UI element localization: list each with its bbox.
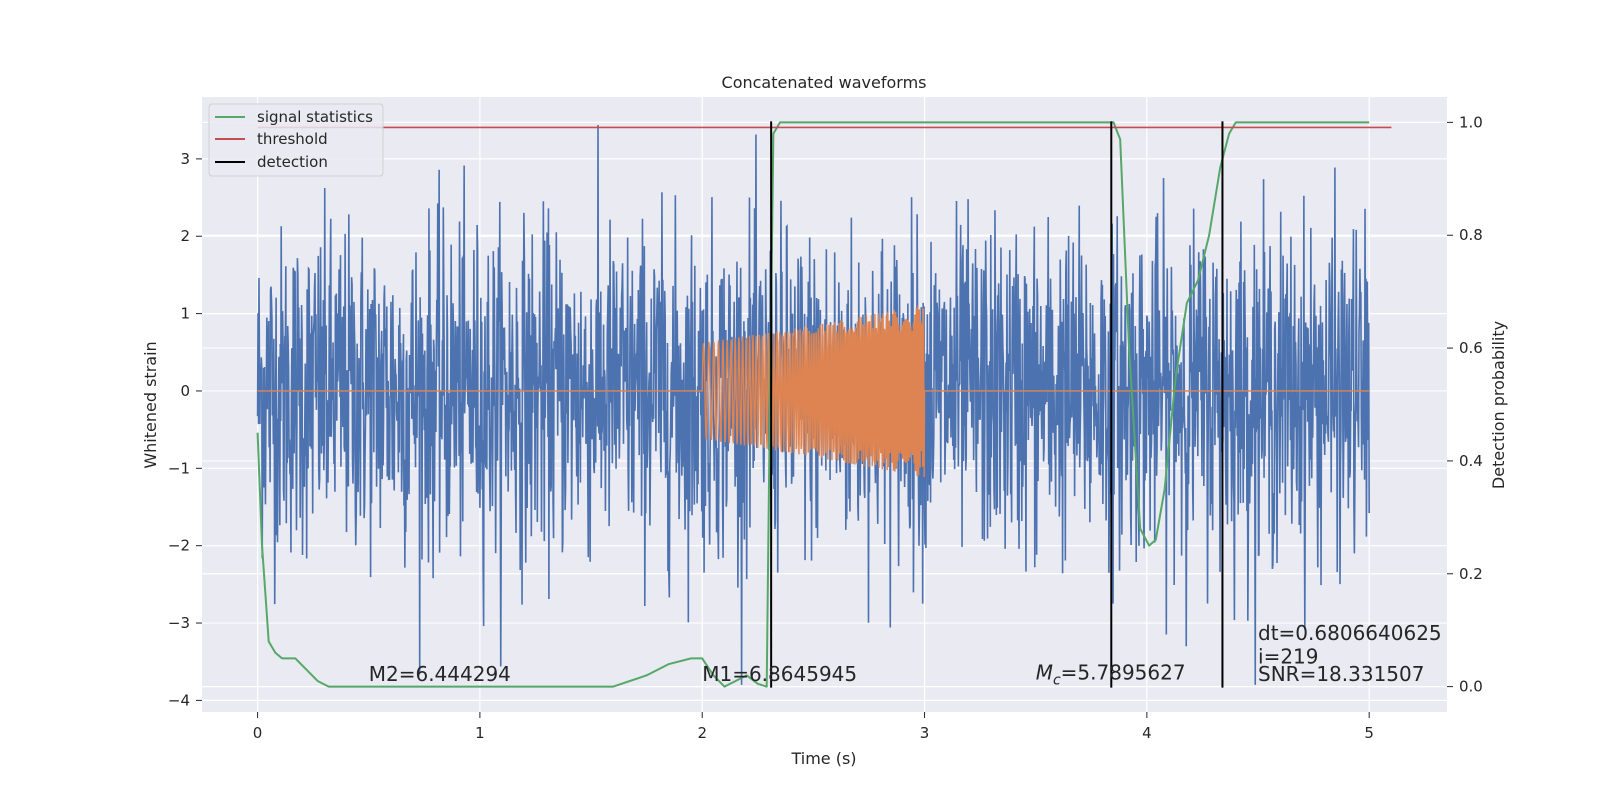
legend-label-detection: detection [257,153,328,171]
y-tick-label: −4 [168,691,190,709]
annotations: M2=6.444294 M1=6.8645945 Mc=5.7895627 dt=0.… [369,621,1442,688]
y-tick-label: −2 [168,537,190,555]
y2-axis-label: Detection probability [1489,321,1508,489]
y2-tick-label: 0.2 [1459,565,1483,583]
x-tick-label: 1 [475,724,485,742]
x-axis: 0 1 2 3 4 5 [253,712,1374,742]
annotation-text: SNR=18.331507 [1258,662,1424,686]
template-line [257,305,1370,478]
annotation-text: M1=6.8645945 [702,662,857,686]
annotation-text: Mc=5.7895627 [1036,661,1186,689]
annotation-text: i=219 [1258,644,1319,668]
detection-lines [770,121,1224,688]
y2-tick-label: 1.0 [1459,113,1483,131]
y-axis-label: Whitened strain [141,341,160,468]
y-axis-right: 0.0 0.2 0.4 0.6 0.8 1.0 [1447,113,1483,696]
y2-tick-label: 0.8 [1459,226,1483,244]
legend-box [208,103,384,177]
chart-title: Concatenated waveforms [722,73,927,92]
annotation-text: M2=6.444294 [369,662,511,686]
y-axis-left: −4 −3 −2 −1 0 1 2 3 [168,150,202,709]
x-axis-label: Time (s) [790,749,856,768]
y-tick-label: 2 [180,227,190,245]
y-tick-label: 3 [180,150,190,168]
x-tick-label: 3 [920,724,930,742]
y2-tick-label: 0.6 [1459,339,1483,357]
legend: signal statistics threshold detection [208,103,384,177]
x-tick-label: 0 [253,724,263,742]
legend-label-threshold: threshold [257,130,328,148]
legend-label-signal-statistics: signal statistics [257,108,373,126]
y-tick-label: 0 [180,382,190,400]
x-tick-label: 4 [1142,724,1152,742]
y-tick-label: 1 [180,305,190,323]
y-tick-label: −3 [168,614,190,632]
y2-tick-label: 0.4 [1459,452,1483,470]
y-tick-label: −1 [168,459,190,477]
x-tick-label: 2 [697,724,707,742]
x-tick-label: 5 [1364,724,1374,742]
annotation-text: dt=0.6806640625 [1258,621,1442,645]
y2-tick-label: 0.0 [1459,678,1483,696]
template-series [257,305,1370,478]
